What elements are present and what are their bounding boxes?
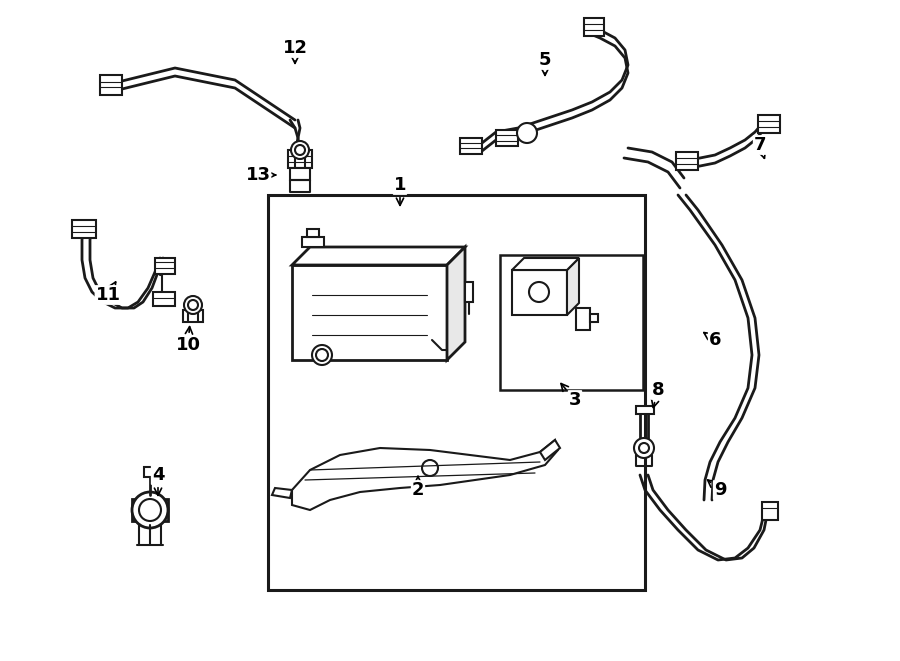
Circle shape [517,123,537,143]
Bar [132,499,168,521]
Circle shape [422,460,438,476]
Circle shape [312,345,332,365]
Bar [292,265,447,360]
Bar [465,282,473,302]
Bar [290,168,310,180]
Circle shape [316,349,328,361]
Polygon shape [512,258,579,270]
Text: 5: 5 [539,51,551,75]
Text: 11: 11 [95,282,121,304]
Bar [576,308,590,330]
Bar [636,406,654,414]
Circle shape [634,438,654,458]
Text: 1: 1 [394,176,406,206]
Bar [307,229,319,237]
Polygon shape [292,247,465,265]
Polygon shape [292,440,558,510]
Bar [512,270,567,315]
Bar [584,18,604,36]
Polygon shape [567,258,579,315]
Bar [460,138,482,154]
Circle shape [139,499,161,521]
Bar [762,502,778,520]
Text: 13: 13 [246,166,275,184]
Bar [100,75,122,95]
Bar [302,237,324,247]
Text: 8: 8 [652,381,664,408]
Bar [153,292,175,306]
Bar [676,152,698,170]
Text: 12: 12 [283,39,308,63]
Bar [288,150,312,168]
Circle shape [529,282,549,302]
Text: 4: 4 [152,466,164,495]
Text: 6: 6 [704,331,721,349]
Text: 7: 7 [754,136,766,159]
Polygon shape [272,488,292,498]
Polygon shape [447,247,465,360]
Bar [500,255,643,390]
Circle shape [639,443,649,453]
Polygon shape [540,440,560,460]
Circle shape [184,296,202,314]
Circle shape [295,145,305,155]
Bar [268,195,645,590]
Bar [758,115,780,133]
Text: 2: 2 [412,477,424,499]
Bar [496,130,518,146]
Bar [155,258,175,274]
Circle shape [132,492,168,528]
Bar [72,220,96,238]
Circle shape [188,300,198,310]
Text: 9: 9 [707,480,726,499]
Text: 10: 10 [176,327,201,354]
Bar [183,310,203,322]
Text: 3: 3 [561,383,581,409]
Bar [144,467,156,477]
Bar [590,314,598,322]
Circle shape [291,141,309,159]
